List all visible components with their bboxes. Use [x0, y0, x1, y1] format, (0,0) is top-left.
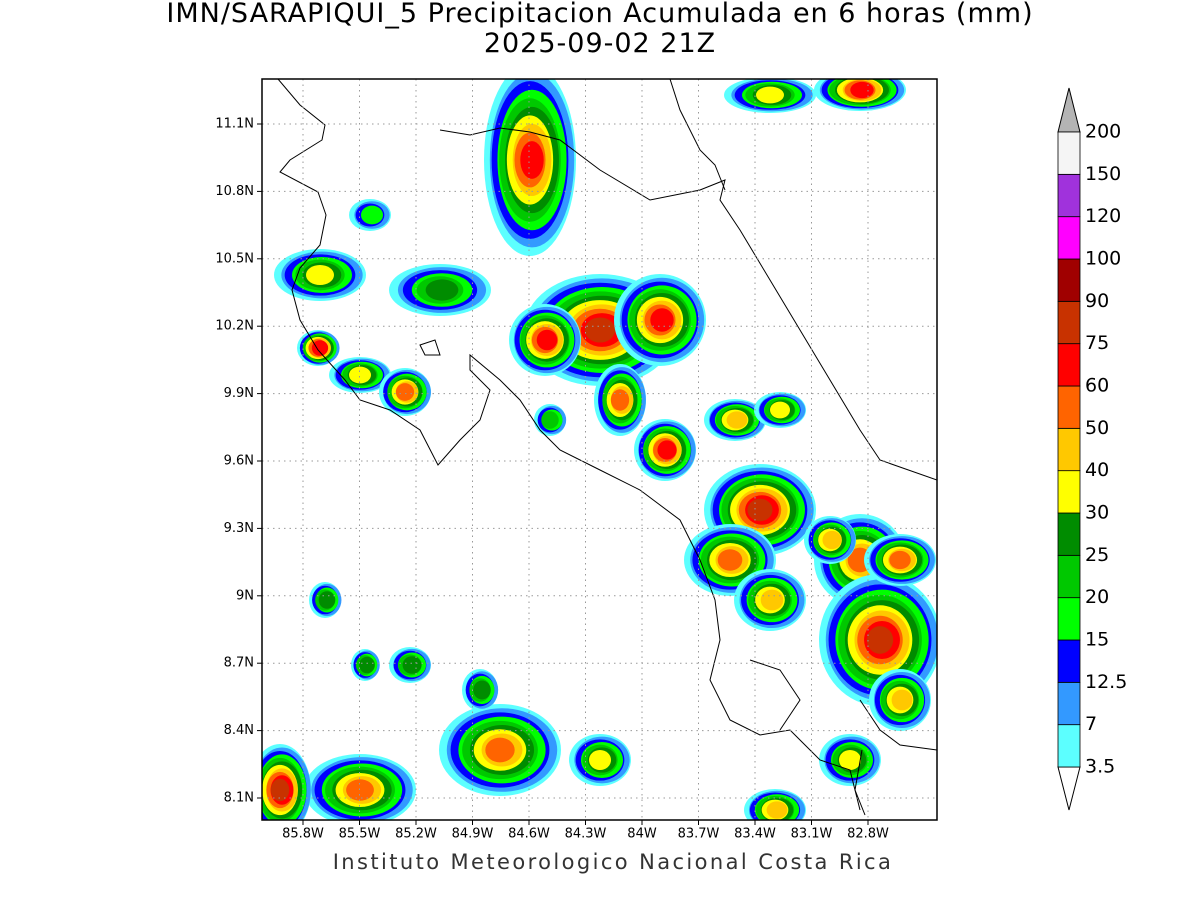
precip-cell	[306, 265, 334, 285]
lat-label: 10.8N	[215, 184, 254, 199]
map-frame	[261, 78, 938, 821]
precip-cell	[402, 656, 422, 674]
lon-label: 83.1W	[791, 827, 833, 842]
lon-label: 82.8W	[847, 827, 889, 842]
precip-cell	[839, 750, 861, 770]
lat-label: 8.7N	[224, 656, 254, 671]
precip-cell	[270, 778, 290, 802]
map-title: IMN/SARAPIQUI_5 Precipitacion Acumulada …	[166, 0, 1033, 29]
precip-cell	[770, 401, 790, 419]
precip-cell	[657, 440, 677, 460]
colorbar-label: 100	[1085, 248, 1121, 270]
colorbar-band	[1057, 385, 1081, 429]
colorbar-band	[1057, 554, 1081, 599]
lat-label: 8.1N	[224, 791, 254, 806]
colorbar-band	[1057, 470, 1081, 514]
colorbar-label: 75	[1085, 332, 1109, 354]
colorbar-band	[1057, 300, 1081, 345]
colorbar-label: 150	[1085, 163, 1121, 185]
lon-label: 85.2W	[395, 827, 437, 842]
lat-label: 10.2N	[215, 319, 254, 334]
colorbar-band	[1057, 427, 1081, 472]
graticule: 85.8W 85.5W 85.2W 84.9W 84.6W 84.3W 84W 83.7W 83…	[215, 79, 937, 842]
colorbar-label: 12.5	[1085, 671, 1127, 693]
precip-cell	[520, 141, 544, 179]
precip-cell	[891, 689, 913, 711]
colorbar-band	[1057, 597, 1081, 641]
lon-label: 85.5W	[339, 827, 381, 842]
precip-cell	[766, 801, 788, 819]
colorbar-band	[1057, 216, 1081, 260]
colorbar-label: 30	[1085, 502, 1109, 524]
precip-cell	[726, 411, 748, 429]
precip-cell	[541, 411, 559, 429]
precip-cell	[756, 86, 784, 104]
lat-label: 9.3N	[224, 521, 254, 536]
precipitation-field	[262, 79, 937, 820]
precip-cell	[473, 680, 491, 700]
coastline	[277, 79, 937, 816]
precip-cell	[311, 340, 329, 356]
precip-cell	[760, 589, 784, 611]
precip-cell	[717, 549, 743, 571]
colorbar-band	[1057, 343, 1081, 387]
colorbar-above	[1057, 87, 1081, 133]
colorbar-band	[1057, 131, 1081, 175]
precip-cell	[485, 737, 515, 763]
lat-label: 8.4N	[224, 723, 254, 738]
colorbar-below	[1057, 766, 1081, 811]
precip-cell	[346, 779, 374, 801]
precip-cell	[822, 530, 842, 550]
precip-cell	[359, 656, 375, 674]
colorbar-band	[1057, 173, 1081, 218]
colorbar-label: 120	[1085, 205, 1121, 227]
lon-label: 83.7W	[678, 827, 720, 842]
precip-cell	[650, 308, 674, 332]
lon-label: 84.9W	[452, 827, 494, 842]
footer: Instituto Meteorologico Nacional Costa R…	[333, 850, 894, 874]
lat-label: 11.1N	[215, 117, 254, 132]
precip-cell	[349, 366, 371, 384]
map-subtitle: 2025-09-02 21Z	[484, 28, 716, 59]
colorbar-label: 200	[1085, 121, 1121, 143]
precip-cell	[536, 329, 558, 351]
lat-label: 10.5N	[215, 251, 254, 266]
precip-cell	[866, 626, 894, 654]
colorbar-band	[1057, 639, 1081, 683]
precip-cell	[610, 389, 630, 411]
colorbar-label: 60	[1085, 375, 1109, 397]
precip-cell	[584, 317, 616, 343]
colorbar-label: 20	[1085, 586, 1109, 608]
colorbar-label: 3.5	[1085, 756, 1115, 778]
colorbar-label: 15	[1085, 629, 1109, 651]
precip-cell	[395, 383, 415, 401]
lon-label: 85.8W	[282, 827, 324, 842]
colorbar-label: 90	[1085, 290, 1109, 312]
colorbar-label: 7	[1085, 713, 1097, 735]
colorbar-label: 25	[1085, 544, 1109, 566]
precip-cell	[589, 750, 611, 770]
precip-cell	[889, 550, 911, 570]
lon-label: 84.6W	[508, 827, 550, 842]
lon-label: 84.3W	[565, 827, 607, 842]
lat-label: 9.9N	[224, 386, 254, 401]
lat-label: 9.6N	[224, 454, 254, 469]
colorbar: 3.5 7 12.5 15 20 25 30 40 50 60 75 90 100 120 150 200	[1057, 87, 1127, 811]
colorbar-band	[1057, 512, 1081, 556]
colorbar-label: 40	[1085, 459, 1109, 481]
colorbar-band	[1057, 258, 1081, 302]
colorbar-label: 50	[1085, 417, 1109, 439]
lon-label: 84W	[627, 827, 657, 842]
precip-cell	[318, 591, 336, 609]
precip-cell	[747, 498, 773, 522]
lon-label: 83.4W	[734, 827, 776, 842]
lat-label: 9N	[236, 588, 254, 603]
precip-cell	[361, 205, 383, 225]
colorbar-band	[1057, 724, 1081, 768]
colorbar-band	[1057, 681, 1081, 726]
precip-cell	[850, 81, 874, 99]
precip-cell	[425, 279, 459, 301]
